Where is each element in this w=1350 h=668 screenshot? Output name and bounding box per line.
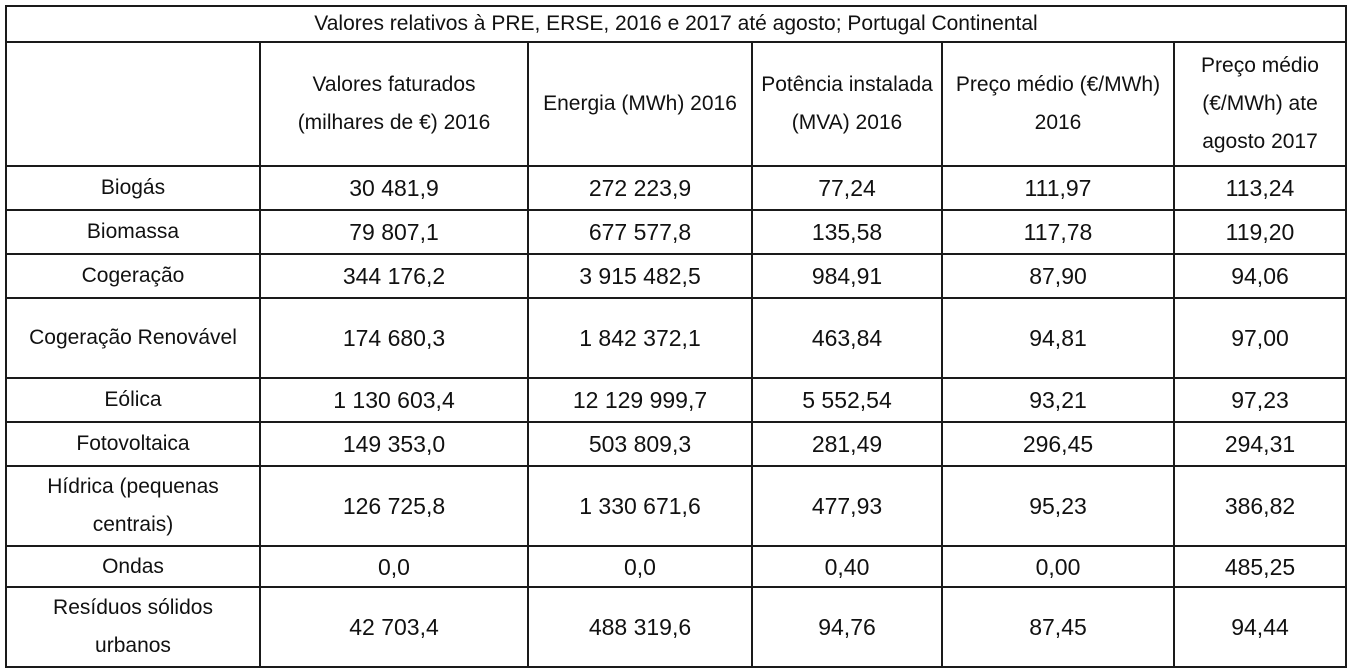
table-cell: 294,31 — [1173, 421, 1347, 467]
table-cell: 94,76 — [751, 586, 943, 668]
table-cell: 42 703,4 — [259, 586, 529, 668]
table-cell: 87,45 — [941, 586, 1175, 668]
table-cell: 984,91 — [751, 253, 943, 299]
table-cell: 0,0 — [259, 545, 529, 588]
row-label: Cogeração Renovável — [5, 297, 261, 379]
column-header-avg-price-2016: Preço médio (€/MWh) 2016 — [941, 41, 1175, 167]
table-row: Biogás 30 481,9 272 223,9 77,24 111,97 1… — [5, 165, 1347, 211]
table-cell: 97,00 — [1173, 297, 1347, 379]
table-cell: 463,84 — [751, 297, 943, 379]
table-cell: 119,20 — [1173, 209, 1347, 255]
table-cell: 0,00 — [941, 545, 1175, 588]
table-cell: 97,23 — [1173, 377, 1347, 423]
table-cell: 174 680,3 — [259, 297, 529, 379]
column-header-installed-power: Potência instalada (MVA) 2016 — [751, 41, 943, 167]
table-cell: 94,06 — [1173, 253, 1347, 299]
table-cell: 677 577,8 — [527, 209, 753, 255]
table-cell: 126 725,8 — [259, 465, 529, 547]
column-header-energy: Energia (MWh) 2016 — [527, 41, 753, 167]
table-cell: 30 481,9 — [259, 165, 529, 211]
table-row: Resíduos sólidos urbanos 42 703,4 488 31… — [5, 586, 1347, 668]
table-cell: 488 319,6 — [527, 586, 753, 668]
row-label: Resíduos sólidos urbanos — [5, 586, 261, 668]
table-row: Cogeração 344 176,2 3 915 482,5 984,91 8… — [5, 253, 1347, 299]
row-label: Biogás — [5, 165, 261, 211]
column-header-avg-price-2017: Preço médio (€/MWh) ate agosto 2017 — [1173, 41, 1347, 167]
table-cell: 386,82 — [1173, 465, 1347, 547]
table-cell: 77,24 — [751, 165, 943, 211]
table-cell: 87,90 — [941, 253, 1175, 299]
table-cell: 79 807,1 — [259, 209, 529, 255]
table-cell: 281,49 — [751, 421, 943, 467]
table-cell: 94,81 — [941, 297, 1175, 379]
table-cell: 0,0 — [527, 545, 753, 588]
table-cell: 1 330 671,6 — [527, 465, 753, 547]
table-row: Ondas 0,0 0,0 0,40 0,00 485,25 — [5, 545, 1347, 588]
table-cell: 485,25 — [1173, 545, 1347, 588]
table-cell: 5 552,54 — [751, 377, 943, 423]
table-cell: 95,23 — [941, 465, 1175, 547]
table-cell: 477,93 — [751, 465, 943, 547]
table-cell: 344 176,2 — [259, 253, 529, 299]
column-header-source — [5, 41, 261, 167]
table-cell: 0,40 — [751, 545, 943, 588]
column-header-billed-values: Valores faturados (milhares de €) 2016 — [259, 41, 529, 167]
table-cell: 3 915 482,5 — [527, 253, 753, 299]
row-label: Biomassa — [5, 209, 261, 255]
table-cell: 1 130 603,4 — [259, 377, 529, 423]
table-cell: 117,78 — [941, 209, 1175, 255]
row-label: Eólica — [5, 377, 261, 423]
table-row: Biomassa 79 807,1 677 577,8 135,58 117,7… — [5, 209, 1347, 255]
table-cell: 12 129 999,7 — [527, 377, 753, 423]
table-cell: 149 353,0 — [259, 421, 529, 467]
table-cell: 272 223,9 — [527, 165, 753, 211]
table-row: Cogeração Renovável 174 680,3 1 842 372,… — [5, 297, 1347, 379]
table-row: Hídrica (pequenas centrais) 126 725,8 1 … — [5, 465, 1347, 547]
row-label: Fotovoltaica — [5, 421, 261, 467]
table-row: Fotovoltaica 149 353,0 503 809,3 281,49 … — [5, 421, 1347, 467]
table-cell: 296,45 — [941, 421, 1175, 467]
row-label: Hídrica (pequenas centrais) — [5, 465, 261, 547]
header-row: Valores faturados (milhares de €) 2016 E… — [5, 41, 1347, 167]
pre-values-table: Valores relativos à PRE, ERSE, 2016 e 20… — [5, 5, 1347, 668]
table-cell: 503 809,3 — [527, 421, 753, 467]
row-label: Ondas — [5, 545, 261, 588]
table-cell: 135,58 — [751, 209, 943, 255]
table-title: Valores relativos à PRE, ERSE, 2016 e 20… — [5, 5, 1347, 43]
table-row: Eólica 1 130 603,4 12 129 999,7 5 552,54… — [5, 377, 1347, 423]
table-cell: 93,21 — [941, 377, 1175, 423]
table-cell: 94,44 — [1173, 586, 1347, 668]
table-cell: 1 842 372,1 — [527, 297, 753, 379]
table-cell: 113,24 — [1173, 165, 1347, 211]
row-label: Cogeração — [5, 253, 261, 299]
table-cell: 111,97 — [941, 165, 1175, 211]
